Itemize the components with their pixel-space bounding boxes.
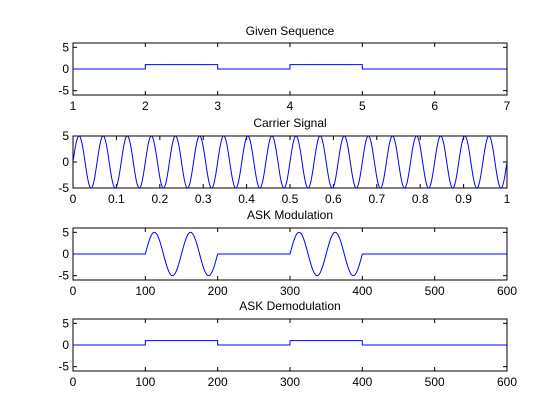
y-tick-label: -5: [58, 181, 69, 195]
y-tick-label: 5: [62, 40, 69, 54]
x-tick-label: 200: [208, 375, 228, 389]
x-tick-label: 2: [142, 99, 149, 113]
y-tick-label: -5: [58, 360, 69, 374]
x-tick-label: 400: [352, 375, 372, 389]
x-tick-label: 0.4: [238, 192, 255, 206]
x-tick-label: 300: [280, 375, 300, 389]
x-tick-label: 3: [214, 99, 221, 113]
x-tick-label: 100: [135, 284, 155, 298]
plot-title: ASK Demodulation: [239, 299, 340, 313]
y-tick-label: 0: [62, 247, 69, 261]
x-tick-label: 0.1: [108, 192, 125, 206]
x-tick-label: 300: [280, 284, 300, 298]
x-tick-label: 500: [425, 375, 445, 389]
plot-title: ASK Modulation: [247, 208, 333, 222]
x-tick-label: 0: [70, 192, 77, 206]
x-tick-label: 0: [70, 375, 77, 389]
plot-title: Carrier Signal: [253, 116, 326, 130]
x-tick-label: 0.5: [282, 192, 299, 206]
subplot-ask-modulation: ASK Modulation 0 100 200 300 400 500 600-505: [58, 208, 517, 298]
y-tick-label: -5: [58, 84, 69, 98]
subplot-carrier-signal: Carrier Signal 0 0.1 0.2 0.3 0.4 0.5 0.6 0.7 0.8…: [58, 116, 510, 206]
x-tick-label: 600: [497, 284, 517, 298]
x-tick-label: 0.3: [195, 192, 212, 206]
y-tick-label: -5: [58, 269, 69, 283]
x-tick-label: 100: [135, 375, 155, 389]
x-tick-label: 0: [70, 284, 77, 298]
subplot-ask-demodulation: ASK Demodulation 0 100 200 300 400 500 600-505: [58, 299, 517, 389]
x-tick-label: 1: [70, 99, 77, 113]
subplot-given-sequence: Given Sequence 1 2 3 4 5 6 7 -5 0 5: [58, 24, 510, 113]
series-line: [73, 340, 507, 346]
y-tick-label: 5: [62, 316, 69, 330]
x-tick-label: 1: [504, 192, 511, 206]
x-tick-label: 200: [208, 284, 228, 298]
x-tick-label: 0.8: [412, 192, 429, 206]
series-line: [73, 136, 507, 188]
x-tick-label: 0.9: [455, 192, 472, 206]
series-line: [73, 64, 507, 70]
y-tick-label: 0: [62, 338, 69, 352]
x-tick-label: 6: [431, 99, 438, 113]
x-tick-label: 500: [425, 284, 445, 298]
x-tick-label: 0.7: [368, 192, 385, 206]
x-tick-label: 400: [352, 284, 372, 298]
x-tick-label: 0.2: [151, 192, 168, 206]
series-line: [73, 231, 507, 277]
plot-title: Given Sequence: [246, 24, 335, 38]
x-tick-label: 7: [504, 99, 511, 113]
y-tick-label: 5: [62, 129, 69, 143]
y-tick-label: 0: [62, 155, 69, 169]
y-tick-label: 5: [62, 225, 69, 239]
x-tick-label: 5: [359, 99, 366, 113]
x-tick-label: 4: [287, 99, 294, 113]
x-tick-label: 600: [497, 375, 517, 389]
x-tick-label: 0.6: [325, 192, 342, 206]
y-tick-label: 0: [62, 62, 69, 76]
